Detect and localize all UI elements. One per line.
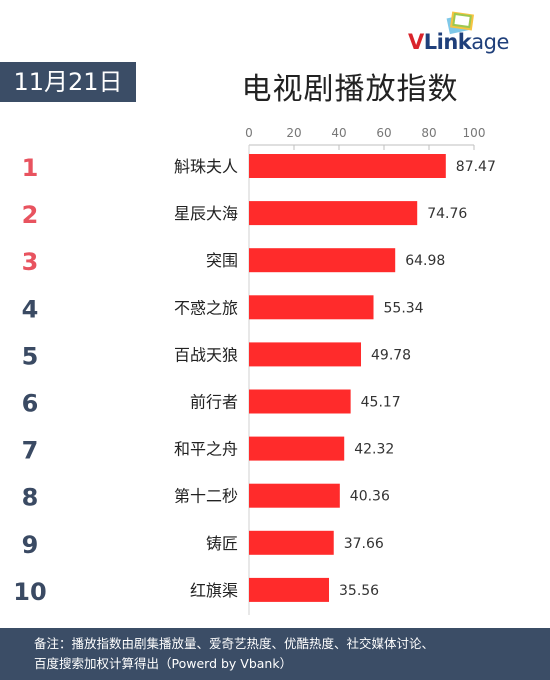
bar-5 — [249, 342, 362, 367]
bar-4 — [249, 295, 374, 320]
bar-7 — [249, 436, 345, 461]
rank-number: 8 — [22, 484, 39, 512]
rank-number: 10 — [13, 578, 46, 606]
rank-number: 6 — [22, 390, 39, 418]
footer-note: 备注：播放指数由剧集播放量、爱奇艺热度、优酷热度、社交媒体讨论、 百度搜索加权计… — [0, 628, 550, 680]
category-label: 第十二秒 — [174, 487, 238, 506]
bar-6 — [249, 389, 351, 414]
x-tick-label: 0 — [245, 126, 253, 140]
bar-1 — [249, 154, 446, 178]
value-label: 42.32 — [354, 442, 394, 458]
category-label: 不惑之旅 — [174, 298, 238, 317]
x-tick-label: 100 — [463, 126, 486, 140]
chart-title: 电视剧播放指数 — [241, 72, 459, 107]
footer-line-2: 百度搜索加权计算得出（Powerd by Vbank） — [34, 656, 293, 671]
rank-number: 2 — [22, 201, 39, 229]
bar-8 — [249, 483, 340, 508]
category-label: 突围 — [206, 251, 238, 270]
value-label: 55.34 — [384, 300, 424, 316]
value-label: 49.78 — [371, 347, 411, 363]
stacked-frames-icon — [446, 11, 475, 35]
brand-link: Link — [423, 30, 472, 54]
footer-line-1: 备注：播放指数由剧集播放量、爱奇艺热度、优酷热度、社交媒体讨论、 — [34, 636, 435, 651]
value-label: 87.47 — [456, 159, 496, 175]
x-tick-label: 40 — [331, 126, 346, 140]
value-label: 37.66 — [344, 536, 384, 552]
rank-number: 4 — [22, 295, 39, 323]
brand-logo: VLinkage — [408, 8, 543, 58]
rank-number: 9 — [22, 531, 39, 559]
x-tick-label: 60 — [376, 126, 391, 140]
rank-number: 3 — [22, 248, 39, 276]
category-label: 斛珠夫人 — [174, 157, 238, 176]
value-label: 74.76 — [427, 206, 467, 222]
value-label: 35.56 — [339, 583, 379, 599]
brand-wordmark: VLinkage — [408, 30, 509, 54]
bar-2 — [249, 201, 418, 226]
value-label: 45.17 — [361, 395, 401, 411]
category-label: 铸匠 — [206, 534, 238, 553]
value-label: 64.98 — [405, 253, 445, 269]
category-label: 红旗渠 — [190, 581, 238, 600]
bar-10 — [249, 577, 330, 602]
bar-9 — [249, 530, 334, 555]
ranking-bar-chart: 0 20 40 60 80 100 1 斛珠夫人 87.47 2 星辰大海 74.76 3 突围 64.98… — [13, 126, 496, 615]
category-label: 前行者 — [190, 393, 238, 412]
category-label: 星辰大海 — [174, 204, 238, 223]
rank-number: 5 — [22, 342, 39, 370]
brand-v: V — [408, 30, 424, 54]
brand-age: age — [471, 30, 509, 54]
date-badge: 11月21日 — [0, 62, 136, 102]
bar-3 — [249, 248, 396, 273]
category-label: 和平之舟 — [174, 440, 238, 459]
value-label: 40.36 — [350, 489, 390, 505]
rank-number: 7 — [22, 437, 39, 465]
x-tick-label: 20 — [286, 126, 301, 140]
x-tick-label: 80 — [421, 126, 436, 140]
category-label: 百战天狼 — [174, 345, 238, 364]
rank-number: 1 — [22, 154, 39, 182]
